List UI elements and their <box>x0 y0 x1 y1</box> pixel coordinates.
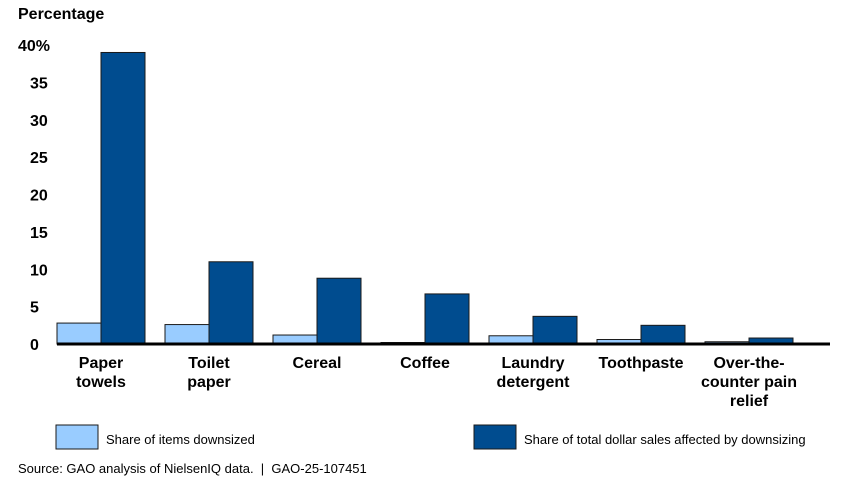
bar-sales <box>532 315 578 345</box>
legend-swatch <box>473 424 517 450</box>
x-tick-label: Toothpaste <box>598 355 683 372</box>
bar-items <box>56 322 102 345</box>
y-axis-label: Percentage <box>18 6 104 23</box>
legend-swatch <box>55 424 99 450</box>
y-tick-label: 15 <box>30 225 48 242</box>
x-tick-label: paper <box>187 374 231 391</box>
x-tick-label: counter pain <box>701 374 797 391</box>
bar-sales <box>424 293 470 345</box>
y-tick-label: 20 <box>30 188 48 205</box>
y-tick-label: 0 <box>30 337 39 354</box>
y-tick-label: 10 <box>30 262 48 279</box>
y-tick-label: 5 <box>30 300 39 317</box>
x-tick-label: detergent <box>497 374 571 391</box>
bar-sales <box>208 261 254 345</box>
x-tick-label: Over-the- <box>713 355 784 372</box>
legend-label: Share of total dollar sales affected by … <box>524 432 806 447</box>
y-tick-label: 30 <box>30 113 48 130</box>
x-tick-label: relief <box>730 393 769 410</box>
x-tick-label: Laundry <box>501 355 564 372</box>
y-tick-label: 25 <box>30 150 48 167</box>
y-tick-label: 35 <box>30 75 48 92</box>
x-tick-label: Paper <box>79 355 123 372</box>
x-tick-label: Coffee <box>400 355 450 372</box>
bar-sales <box>100 51 146 345</box>
bar-items <box>164 324 210 345</box>
x-tick-label: Cereal <box>293 355 342 372</box>
bar-sales <box>640 324 686 345</box>
y-tick-label: 40% <box>18 38 50 55</box>
source-note: Source: GAO analysis of NielsenIQ data. … <box>18 461 367 476</box>
x-tick-label: towels <box>76 374 126 391</box>
x-tick-label: Toilet <box>188 355 230 372</box>
bar-sales <box>316 277 362 345</box>
legend-label: Share of items downsized <box>106 432 255 447</box>
